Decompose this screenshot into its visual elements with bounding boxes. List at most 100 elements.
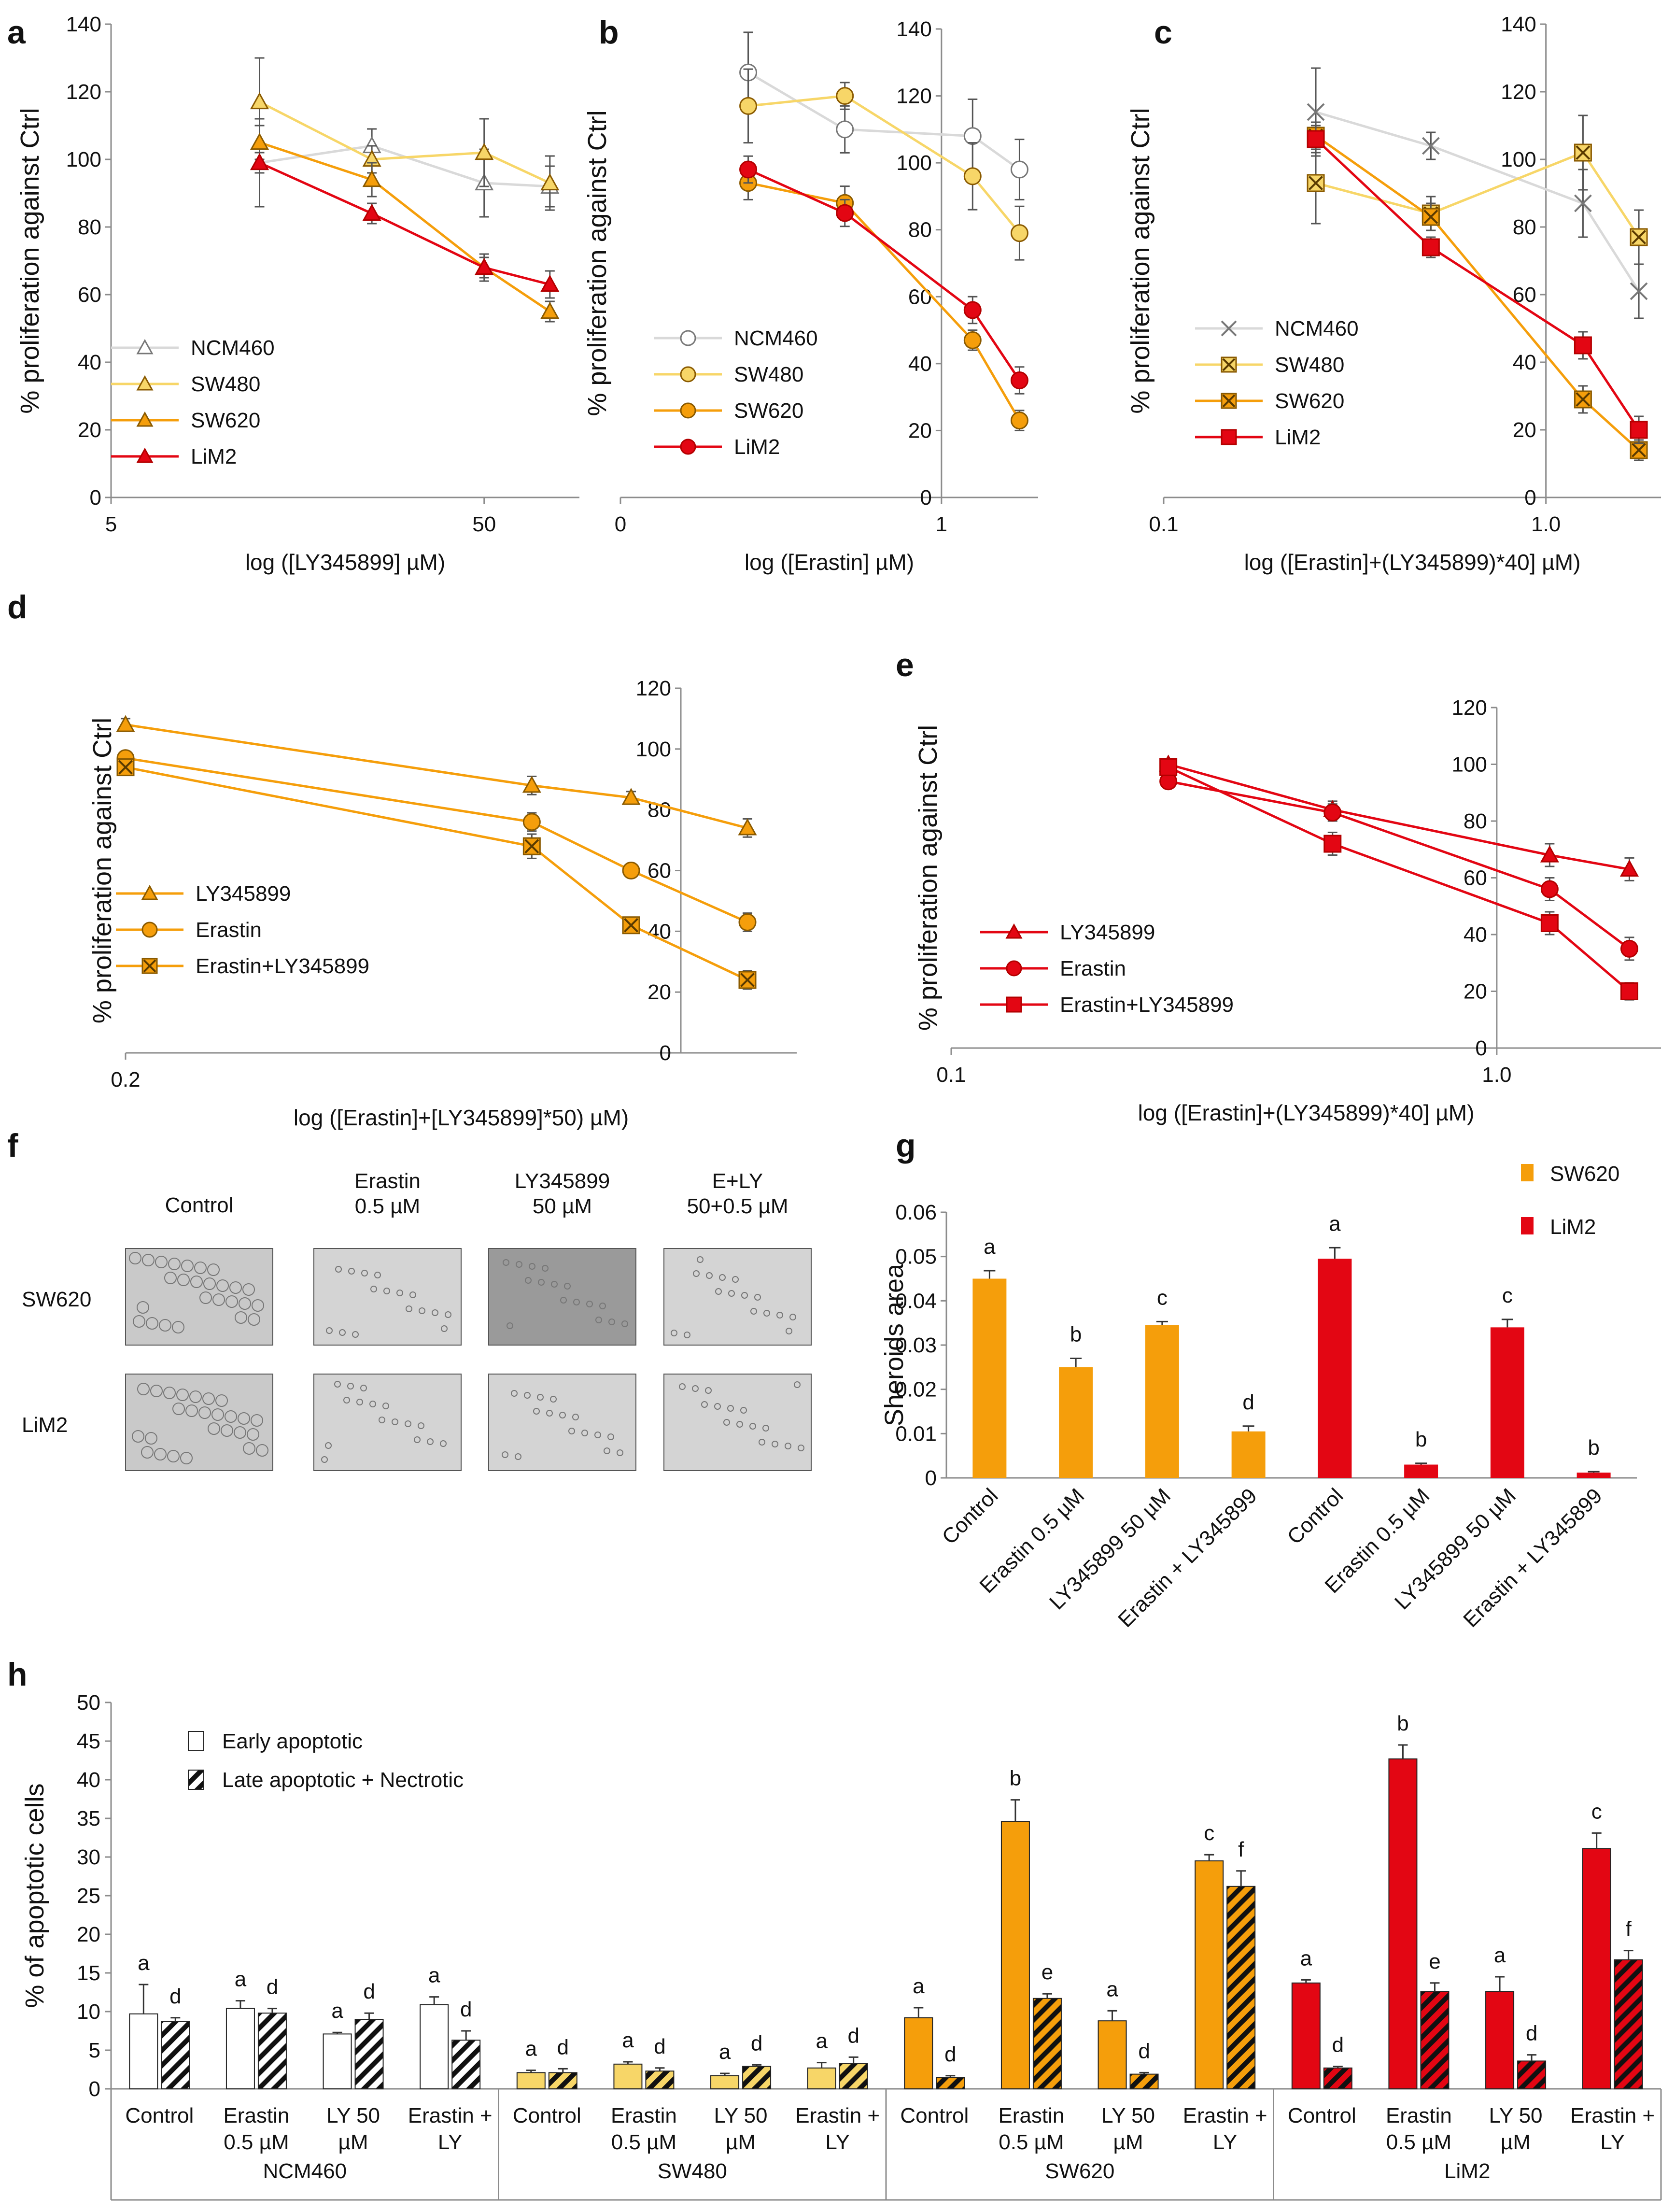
series-line-c-LiM2 bbox=[1315, 138, 1640, 431]
spheroid-dot bbox=[248, 1313, 260, 1326]
spheroid-dot bbox=[382, 1403, 389, 1409]
image-column-label: 0.5 µM bbox=[355, 1194, 420, 1218]
y-tick-label-g: 0.01 bbox=[895, 1422, 937, 1446]
legend-marker-a bbox=[136, 447, 154, 463]
significance-letter-h: a bbox=[428, 1964, 440, 1987]
error-bar-g bbox=[1329, 1247, 1341, 1259]
data-point-b-SW480 bbox=[739, 97, 758, 115]
data-point-a-LiM2 bbox=[250, 153, 269, 170]
spheroid-dot bbox=[671, 1330, 677, 1336]
significance-letter-h: d bbox=[267, 1975, 278, 1999]
spheroid-dot bbox=[599, 1303, 606, 1309]
legend-label-g: SW620 bbox=[1550, 1162, 1619, 1186]
spheroid-dot bbox=[198, 1406, 211, 1419]
spheroid-dot bbox=[334, 1381, 341, 1388]
legend-marker-a bbox=[136, 375, 154, 391]
y-tick-label-a: 100 bbox=[66, 148, 101, 171]
x-tick-label-e: 1.0 bbox=[1482, 1063, 1511, 1087]
significance-letter-h: d bbox=[557, 2035, 569, 2059]
bar-g-SW620 bbox=[1145, 1325, 1179, 1478]
y-tick-label-d: 0 bbox=[660, 1041, 671, 1065]
error-bar-h bbox=[332, 2031, 342, 2034]
spheroid-dot bbox=[369, 1401, 376, 1407]
data-point-c-SW620 bbox=[1574, 390, 1592, 409]
data-point-d-Erastin bbox=[738, 913, 757, 931]
data-point-c-LiM2 bbox=[1422, 238, 1440, 256]
data-point-c-SW620-cross bbox=[1423, 209, 1438, 225]
data-point-d-LY345899 bbox=[522, 776, 541, 793]
y-tick-label-b: 60 bbox=[908, 285, 932, 309]
spheroid-dot bbox=[137, 1383, 150, 1395]
treatment-label-h: 0.5 µM bbox=[1386, 2130, 1451, 2154]
error-bar-g bbox=[1070, 1358, 1082, 1367]
x-tick-label-a: 50 bbox=[472, 512, 496, 536]
spheroid-dot bbox=[155, 1256, 168, 1268]
spheroid-dot bbox=[212, 1293, 225, 1306]
data-point-c-SW480-cross bbox=[1576, 145, 1591, 160]
significance-letter-h: a bbox=[138, 1951, 150, 1975]
significance-letter-h: c bbox=[1204, 1821, 1214, 1845]
significance-letter-g: b bbox=[1070, 1323, 1082, 1347]
error-bar-h bbox=[1333, 2066, 1343, 2068]
legend-label-b: SW620 bbox=[734, 399, 803, 423]
spheroid-dot bbox=[679, 1383, 686, 1390]
significance-letter-h: d bbox=[1526, 2022, 1537, 2045]
legend-marker-c bbox=[1221, 393, 1237, 409]
bar-h-SW480 bbox=[516, 2072, 546, 2089]
spheroid-dot bbox=[172, 1403, 185, 1415]
spheroid-dot bbox=[229, 1281, 242, 1294]
treatment-label-h: Erastin bbox=[1386, 2104, 1452, 2127]
data-point-d-Erastin bbox=[622, 862, 640, 879]
series-line-b-LiM2 bbox=[747, 168, 1021, 381]
bar-h-NCM460 bbox=[257, 2013, 287, 2090]
treatment-label-h: Erastin bbox=[998, 2104, 1064, 2127]
y-tick-label-a: 140 bbox=[66, 13, 101, 36]
legend-marker-c-cross bbox=[1222, 394, 1236, 408]
microscopy-image bbox=[125, 1374, 273, 1471]
bar-h-SW620 bbox=[904, 2017, 933, 2089]
treatment-label-h: Control bbox=[900, 2104, 969, 2127]
x-tick-label-b: 1 bbox=[936, 512, 947, 536]
series-line-d-Erastin+LY345899 bbox=[125, 766, 748, 981]
error-bar-h bbox=[655, 2067, 665, 2071]
spheroid-dot bbox=[701, 1401, 708, 1408]
y-tick-label-g: 0.04 bbox=[895, 1289, 937, 1313]
treatment-label-h: µM bbox=[726, 2130, 756, 2154]
y-tick-label-g: 0.05 bbox=[895, 1245, 937, 1269]
data-point-c-NCM460 bbox=[1422, 137, 1440, 155]
series-line-a-NCM460 bbox=[259, 144, 550, 188]
legend-label-c: SW480 bbox=[1275, 353, 1344, 377]
category-label-g: Control bbox=[937, 1484, 1002, 1549]
error-bar-h bbox=[1236, 1870, 1246, 1886]
legend-label-h: Late apoptotic + Nectrotic bbox=[222, 1768, 464, 1792]
bar-g-LiM2 bbox=[1576, 1473, 1611, 1478]
data-point-d-Erastin+LY345899 bbox=[522, 837, 541, 855]
data-point-d-Erastin+LY345899-cross bbox=[740, 972, 755, 988]
spheroid-dot bbox=[137, 1301, 149, 1314]
data-point-a-SW480 bbox=[540, 173, 560, 191]
spheroid-dot bbox=[235, 1311, 247, 1324]
spheroid-dot bbox=[176, 1389, 189, 1401]
spheroid-dot bbox=[185, 1404, 198, 1417]
spheroid-dot bbox=[252, 1299, 264, 1312]
spheroid-dot bbox=[360, 1385, 367, 1391]
spheroid-dot bbox=[383, 1288, 390, 1294]
image-column-label: LY345899 bbox=[515, 1169, 610, 1193]
legend-marker-d-cross bbox=[143, 959, 156, 973]
spheroid-dot bbox=[794, 1381, 801, 1388]
spheroid-dot bbox=[560, 1297, 567, 1304]
series-line-a-SW620 bbox=[259, 141, 551, 313]
legend-label-b: NCM460 bbox=[734, 326, 818, 350]
bar-h-LiM2 bbox=[1614, 1959, 1643, 2090]
spheroid-dot bbox=[150, 1385, 163, 1397]
data-point-d-Erastin+LY345899 bbox=[622, 916, 640, 935]
y-tick-label-h: 35 bbox=[77, 1807, 100, 1830]
data-point-d-Erastin+LY345899-cross bbox=[118, 760, 133, 775]
y-tick-label-e: 80 bbox=[1464, 809, 1487, 833]
bar-h-SW480 bbox=[710, 2075, 740, 2089]
y-tick-label-a: 40 bbox=[78, 351, 101, 374]
group-label-h: NCM460 bbox=[263, 2159, 347, 2183]
y-tick-label-a: 60 bbox=[78, 283, 101, 307]
image-column-label: E+LY bbox=[712, 1169, 763, 1193]
